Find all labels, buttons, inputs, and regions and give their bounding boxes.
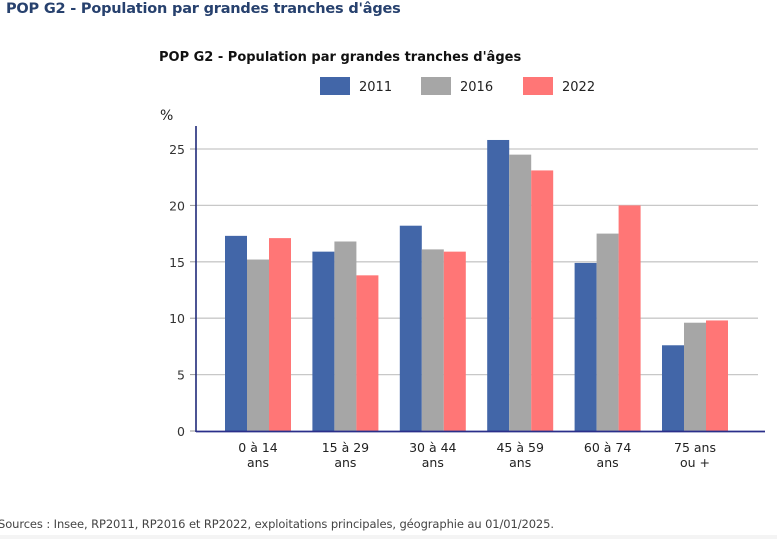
bar-2011 bbox=[662, 345, 684, 431]
y-axis-label: % bbox=[160, 108, 173, 124]
y-tick-label: 15 bbox=[169, 255, 185, 270]
x-tick-label: 45 à 59 ans bbox=[496, 440, 543, 470]
y-tick-label: 0 bbox=[177, 424, 185, 439]
x-tick-labels: 0 à 14 ans 15 à 29 ans 30 à 44 ans 45 à 59 ans 6… bbox=[238, 440, 716, 470]
y-tick-label: 25 bbox=[169, 142, 185, 157]
y-tick-labels: 0 5 10 15 20 25 bbox=[169, 142, 185, 439]
x-tick-label: 30 à 44 ans bbox=[409, 440, 456, 470]
bar-2022 bbox=[531, 170, 554, 431]
legend-label: 2011 bbox=[359, 80, 392, 95]
bar-2022 bbox=[706, 320, 728, 431]
bar-2016 bbox=[509, 154, 532, 431]
bar-2022 bbox=[269, 238, 291, 431]
bar-2011 bbox=[399, 225, 422, 431]
y-tick-label: 20 bbox=[169, 198, 185, 213]
legend-swatch-2022 bbox=[523, 77, 553, 95]
footer-band bbox=[0, 535, 777, 539]
x-tick-label: 75 ans ou + bbox=[674, 440, 716, 470]
bar-2022 bbox=[443, 251, 466, 431]
legend: 2011 2016 2022 bbox=[320, 77, 595, 95]
y-tick-label: 5 bbox=[177, 368, 185, 383]
bar-2022 bbox=[618, 205, 641, 431]
legend-swatch-2016 bbox=[421, 77, 451, 95]
axes bbox=[195, 126, 765, 433]
bar-2011 bbox=[574, 262, 597, 431]
chart-title: POP G2 - Population par grandes tranches… bbox=[159, 50, 521, 65]
bars bbox=[225, 139, 728, 431]
x-tick-label: 0 à 14 ans bbox=[238, 440, 278, 470]
bar-2011 bbox=[487, 139, 510, 431]
bar-2016 bbox=[684, 322, 706, 431]
bar-2016 bbox=[334, 241, 357, 431]
bar-2022 bbox=[356, 275, 379, 431]
legend-swatch-2011 bbox=[320, 77, 350, 95]
bar-2016 bbox=[247, 259, 269, 431]
y-tick-label: 10 bbox=[169, 311, 185, 326]
bar-2011 bbox=[225, 235, 247, 431]
bar-2011 bbox=[312, 251, 335, 431]
gridlines bbox=[190, 148, 758, 432]
legend-label: 2016 bbox=[460, 80, 493, 95]
x-tick-label: 60 à 74 ans bbox=[584, 440, 631, 470]
x-tick-label: 15 à 29 ans bbox=[322, 440, 369, 470]
bar-2016 bbox=[421, 249, 444, 431]
source-note: Sources : Insee, RP2011, RP2016 et RP202… bbox=[0, 517, 554, 531]
bar-2016 bbox=[596, 233, 619, 431]
page-title: POP G2 - Population par grandes tranches… bbox=[6, 1, 401, 17]
legend-label: 2022 bbox=[562, 80, 595, 95]
